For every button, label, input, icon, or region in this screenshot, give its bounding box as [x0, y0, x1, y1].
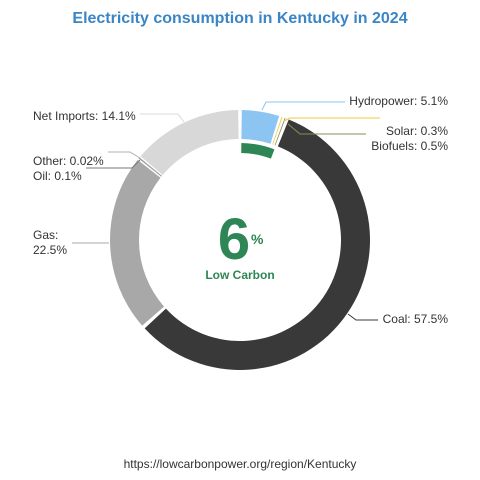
slice-net-imports[interactable] [140, 110, 239, 175]
slice-label-coal: Coal: 57.5% [383, 312, 449, 326]
leader-line-other [108, 151, 141, 159]
leader-line-biofuels [287, 123, 366, 135]
slice-gas[interactable] [109, 159, 165, 326]
slice-coal[interactable] [144, 119, 371, 371]
slice-label-solar: Solar: 0.3% [386, 124, 448, 138]
center-label: Low Carbon [205, 268, 274, 282]
slice-solar[interactable] [272, 116, 283, 145]
center-value: 6 [218, 207, 250, 272]
slice-label-hydropower: Hydropower: 5.1% [349, 94, 448, 108]
source-url[interactable]: https://lowcarbonpower.org/region/Kentuc… [123, 457, 357, 471]
slice-label-biofuels: Biofuels: 0.5% [371, 139, 448, 153]
slice-label-gas-line-2: 22.5% [33, 243, 67, 257]
slice-label-net-imports: Net Imports: 14.1% [33, 109, 136, 123]
leader-line-solar [283, 117, 380, 122]
slice-label-gas-line-1: Gas: [33, 228, 58, 242]
slice-label-oil: Oil: 0.1% [33, 169, 82, 183]
leader-line-hydropower [261, 101, 345, 111]
low-carbon-indicator-arc [241, 143, 275, 159]
center-unit: % [251, 231, 264, 247]
slice-hydropower[interactable] [241, 110, 280, 144]
chart-title: Electricity consumption in Kentucky in 2… [72, 10, 408, 27]
leader-line-coal [347, 313, 378, 321]
slice-other[interactable] [139, 157, 163, 177]
slice-biofuels[interactable] [274, 117, 286, 146]
leader-line-oil [86, 159, 141, 169]
slice-label-other: Other: 0.02% [33, 154, 104, 168]
leader-line-net-imports [140, 113, 185, 123]
